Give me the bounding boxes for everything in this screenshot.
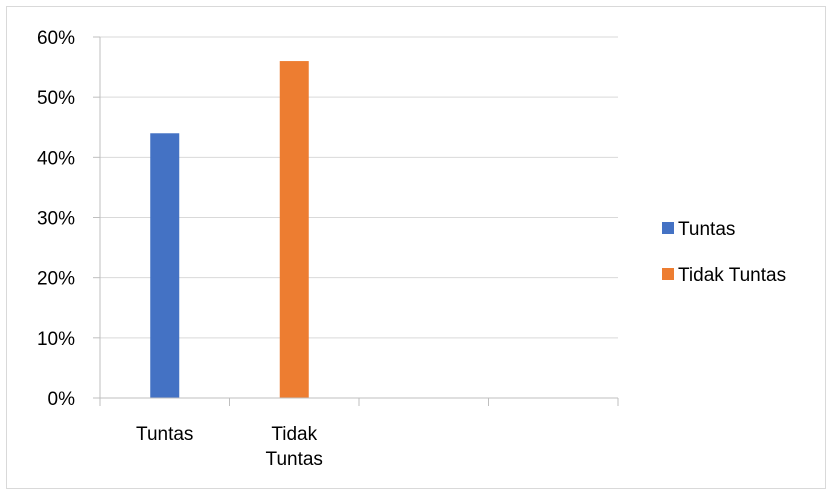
y-tick-label: 30% [37,209,75,230]
legend-label: Tidak Tuntas [678,265,786,286]
axes [93,36,619,406]
y-tick-label: 50% [37,88,75,109]
legend-swatch [662,222,674,234]
gridlines [100,36,618,339]
legend: Tuntas Tidak Tuntas [662,219,786,286]
x-tick-label: Tuntas [266,449,323,470]
chart-frame [6,6,826,489]
y-tick-label: 40% [37,148,75,169]
x-tick-label: Tidak [271,424,317,445]
y-tick-label: 10% [37,329,75,350]
y-tick-label: 60% [37,28,75,49]
bar-tuntas [150,133,180,398]
y-tick-label: 0% [48,389,76,410]
y-tick-label: 20% [37,269,75,290]
bar-tidak-tuntas [279,61,309,399]
legend-label: Tuntas [678,219,735,240]
y-tick-labels: 0% 10% 20% 30% 40% 50% 60% [37,28,75,410]
bars [150,61,309,399]
x-tick-labels: Tuntas Tidak Tuntas [136,424,323,470]
x-tick-label: Tuntas [136,424,193,445]
legend-swatch [662,268,674,280]
